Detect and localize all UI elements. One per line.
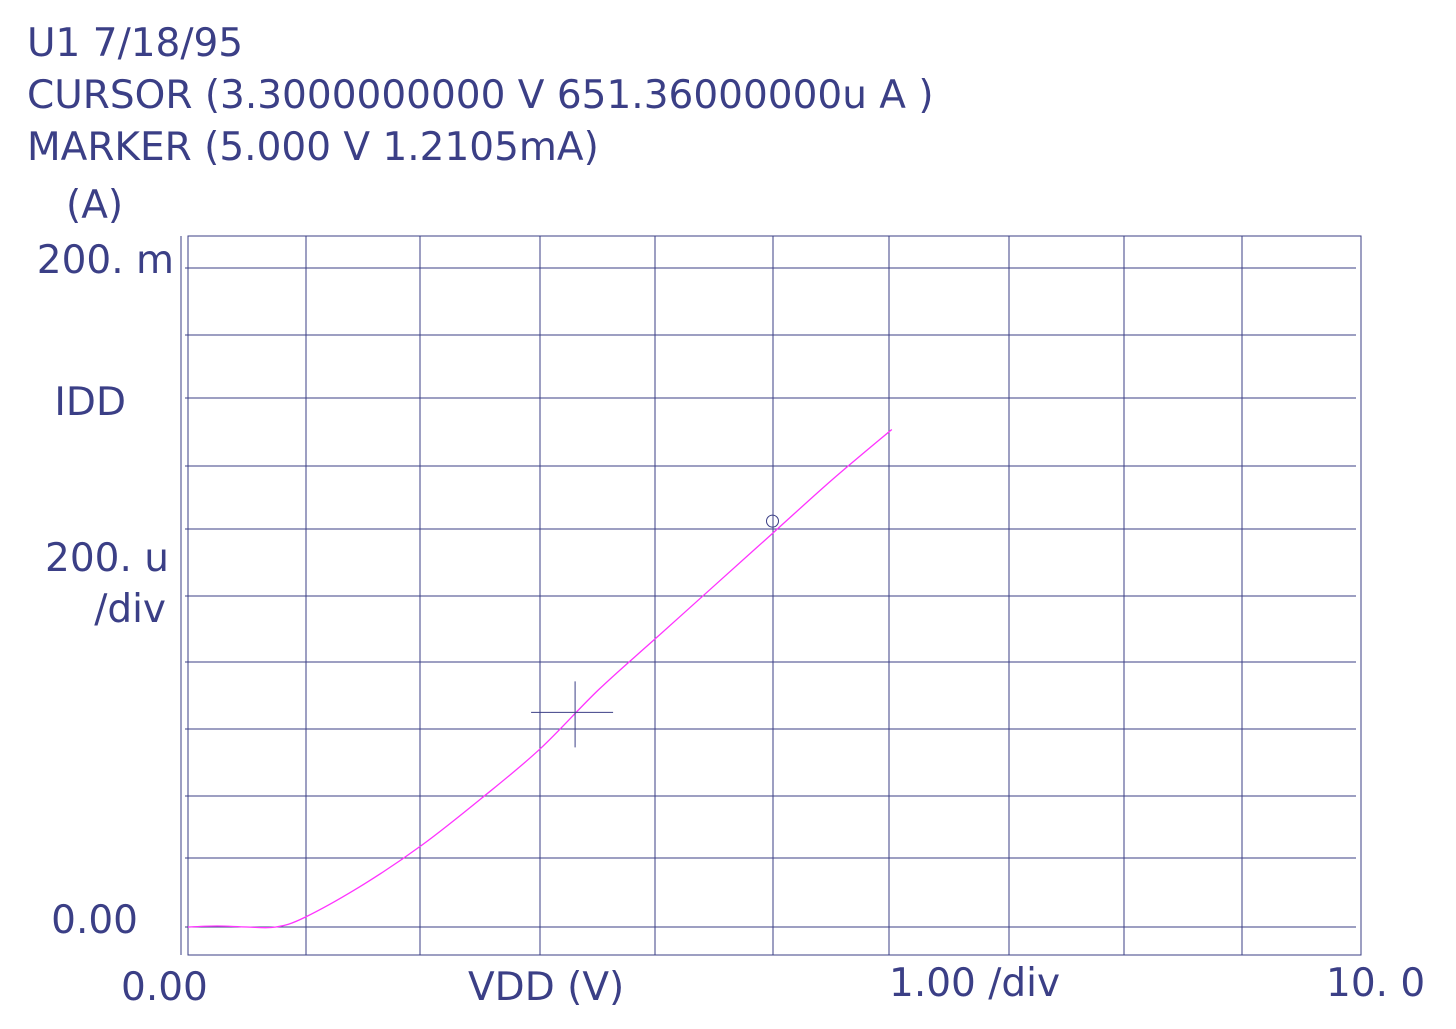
y-axis-per-div: /div (94, 587, 166, 632)
grid-lines (180, 235, 1362, 956)
marker-circle (766, 514, 779, 528)
overlay-layer (531, 514, 779, 748)
y-axis-name: IDD (54, 380, 126, 425)
marker-readout: MARKER (5.000 V 1.2105mA) (27, 125, 599, 170)
x-axis-end-label: 10. 0 (1326, 961, 1426, 1006)
y-axis-bottom-label: 0.00 (51, 898, 138, 943)
plot-title: U1 7/18/95 (27, 21, 244, 66)
cursor-readout: CURSOR (3.3000000000 V 651.36000000u A ) (27, 73, 934, 118)
x-axis-name: VDD (V) (468, 965, 625, 1010)
y-axis-top-label: 200. m (36, 238, 174, 283)
trace-layer (187, 428, 893, 929)
series-line-0 (187, 428, 893, 929)
y-axis-unit: (A) (66, 183, 124, 228)
y-axis-scale: 200. u (45, 536, 169, 581)
x-axis-start-label: 0.00 (121, 965, 208, 1010)
x-axis-scale: 1.00 /div (889, 961, 1061, 1006)
